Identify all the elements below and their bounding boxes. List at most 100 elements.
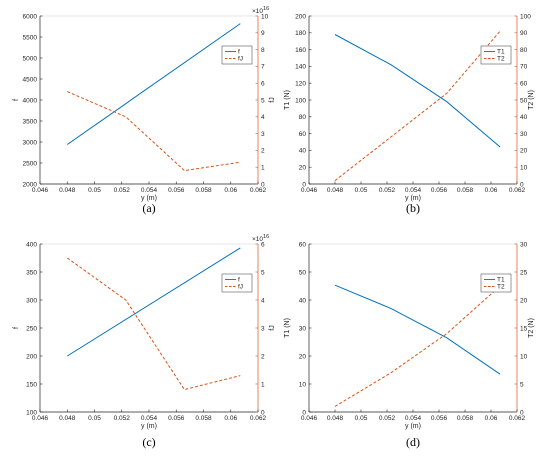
x-tick-label: 0.046 <box>301 415 318 422</box>
series-line-fj <box>67 91 241 172</box>
right-y-tick-label: 70 <box>520 64 528 71</box>
right-y-tick-label: 30 <box>520 241 528 248</box>
left-y-tick-label: 140 <box>295 64 306 71</box>
left-y-tick-label: 3500 <box>23 118 38 125</box>
series-line-fj <box>67 257 241 391</box>
x-tick-label: 0.05 <box>88 187 101 194</box>
left-y-tick-label: 30 <box>299 325 307 332</box>
x-tick-label: 0.056 <box>431 415 448 422</box>
legend-entry-label: fJ <box>238 56 243 63</box>
x-tick-label: 0.05 <box>355 187 368 194</box>
left-y-tick-label: 20 <box>299 353 307 360</box>
left-y-tick-label: 200 <box>26 353 37 360</box>
series-line-t1 <box>334 34 501 148</box>
x-axis-title: y (m) <box>141 423 157 430</box>
left-y-tick-label: 250 <box>26 325 37 332</box>
x-tick-label: 0.048 <box>59 187 76 194</box>
x-axis-title: y (m) <box>405 423 421 430</box>
x-tick-label: 0.056 <box>168 415 185 422</box>
right-y-tick-label: 80 <box>520 47 528 54</box>
right-y-tick-label: 90 <box>520 30 528 37</box>
right-y-tick-label: 20 <box>520 297 528 304</box>
x-tick-label: 0.056 <box>431 187 448 194</box>
right-y-axis-title: fJ <box>269 325 276 330</box>
legend-box <box>221 45 253 65</box>
exponent-power: 16 <box>263 234 269 240</box>
panel-label: (c) <box>142 435 155 449</box>
right-y-tick-label: 1 <box>261 381 265 388</box>
left-y-tick-label: 10 <box>299 381 307 388</box>
left-y-tick-label: 80 <box>299 114 307 121</box>
x-tick-label: 0.046 <box>301 187 318 194</box>
left-y-tick-label: 3000 <box>23 139 38 146</box>
right-y-tick-label: 30 <box>520 131 528 138</box>
left-y-tick-label: 180 <box>295 30 306 37</box>
x-tick-label: 0.058 <box>195 187 212 194</box>
left-y-axis-title: T1 (N) <box>284 90 291 110</box>
left-y-tick-label: 400 <box>26 241 37 248</box>
left-y-tick-label: 5500 <box>23 34 38 41</box>
left-y-tick-label: 50 <box>299 269 307 276</box>
legend-entry-label: f <box>238 277 240 284</box>
right-y-tick-label: 20 <box>520 148 528 155</box>
series-line-t1 <box>334 284 501 375</box>
left-y-axis-title: f <box>13 99 20 101</box>
x-tick-label: 0.05 <box>355 415 368 422</box>
x-tick-label: 0.058 <box>457 187 474 194</box>
right-y-tick-label: 5 <box>261 269 265 276</box>
left-y-tick-label: 0 <box>302 181 306 188</box>
right-y-tick-label: 6 <box>261 81 265 88</box>
x-tick-label: 0.062 <box>250 187 267 194</box>
series-line-t2 <box>334 30 501 181</box>
x-tick-label: 0.046 <box>32 187 49 194</box>
exponent-base: ×10 <box>252 8 263 15</box>
right-y-tick-label: 3 <box>261 325 265 332</box>
right-y-tick-label: 7 <box>261 64 265 71</box>
legend-entry-label: T2 <box>497 56 505 63</box>
left-y-tick-label: 5000 <box>23 55 38 62</box>
left-y-axis-title: T1 (N) <box>284 318 291 338</box>
x-tick-label: 0.054 <box>141 415 158 422</box>
left-y-tick-label: 2000 <box>23 181 38 188</box>
x-tick-label: 0.054 <box>141 187 158 194</box>
series-line-t2 <box>334 285 501 407</box>
left-y-tick-label: 40 <box>299 297 307 304</box>
x-tick-label: 0.048 <box>327 415 344 422</box>
legend-entry-label: T2 <box>497 284 505 291</box>
x-axis-title: y (m) <box>405 195 421 202</box>
x-tick-label: 0.052 <box>379 187 396 194</box>
right-y-axis-title: fJ <box>269 97 276 102</box>
left-y-tick-label: 100 <box>26 409 37 416</box>
chart-panel: 0.046 0.048 0.05 0.052 0.054 0.056 0.058 0.06 0.… <box>13 234 276 449</box>
x-tick-label: 0.054 <box>405 187 422 194</box>
right-y-tick-label: 6 <box>261 241 265 248</box>
right-y-tick-label: 3 <box>261 131 265 138</box>
x-tick-label: 0.056 <box>168 187 185 194</box>
panel-label: (a) <box>142 201 155 215</box>
right-y-tick-label: 0 <box>520 181 524 188</box>
right-axis-exponent: ×1016 <box>252 234 269 243</box>
x-tick-label: 0.048 <box>59 415 76 422</box>
legend-box <box>480 273 512 293</box>
x-tick-label: 0.06 <box>485 187 498 194</box>
right-y-tick-label: 5 <box>520 381 524 388</box>
left-y-tick-label: 6000 <box>23 13 38 20</box>
left-y-tick-label: 160 <box>295 47 306 54</box>
right-y-tick-label: 10 <box>261 13 269 20</box>
right-y-tick-label: 40 <box>520 114 528 121</box>
right-y-tick-label: 2 <box>261 148 265 155</box>
left-y-tick-label: 2500 <box>23 160 38 167</box>
right-y-tick-label: 4 <box>261 114 265 121</box>
x-tick-label: 0.062 <box>509 415 526 422</box>
x-tick-label: 0.06 <box>224 415 237 422</box>
series-line-f <box>67 247 241 357</box>
left-y-tick-label: 4000 <box>23 97 38 104</box>
left-y-tick-label: 300 <box>26 297 37 304</box>
left-y-tick-label: 150 <box>26 381 37 388</box>
right-y-tick-label: 2 <box>261 353 265 360</box>
left-y-tick-label: 60 <box>299 131 307 138</box>
x-tick-label: 0.062 <box>509 187 526 194</box>
